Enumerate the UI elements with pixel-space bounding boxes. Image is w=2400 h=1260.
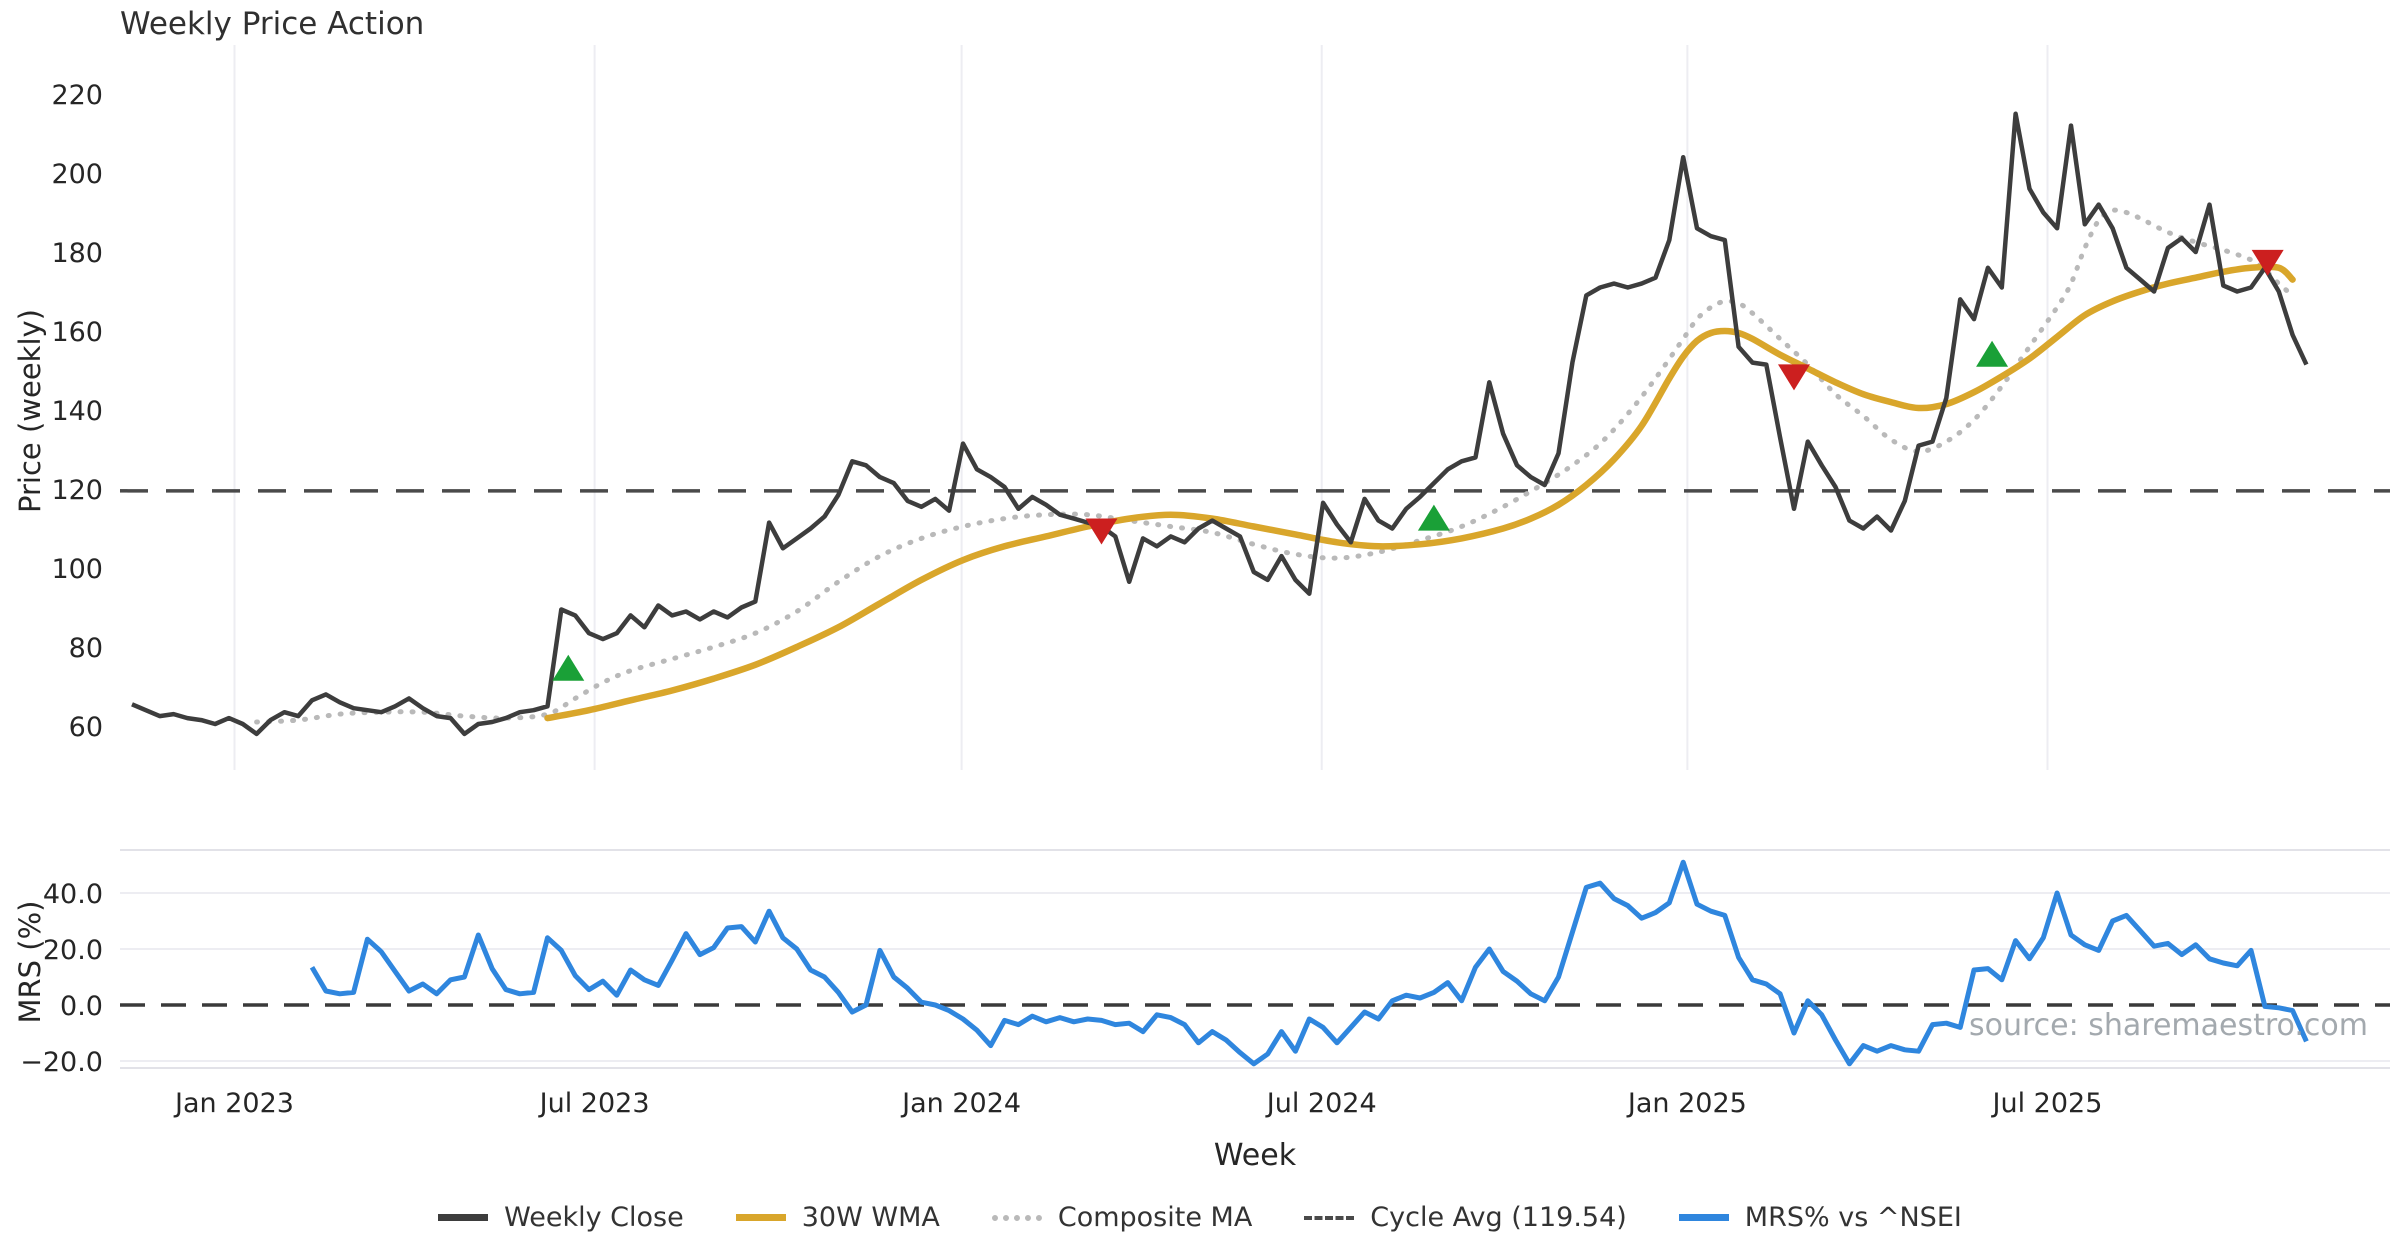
price-tick-label: 200 bbox=[51, 159, 103, 190]
sell-signal-marker bbox=[1085, 518, 1118, 545]
price-axis-label: Price (weekly) bbox=[13, 309, 47, 514]
x-tick-label: Jan 2025 bbox=[1626, 1088, 1747, 1119]
legend-swatch bbox=[1304, 1215, 1355, 1220]
mrs-axis-label: MRS (%) bbox=[13, 900, 47, 1024]
legend-item-30w-wma: 30W WMA bbox=[735, 1202, 940, 1233]
legend-label: Composite MA bbox=[1057, 1202, 1253, 1233]
mrs-tick-label: −20.0 bbox=[20, 1047, 103, 1078]
x-tick-label: Jan 2023 bbox=[173, 1088, 294, 1119]
price-tick-label: 180 bbox=[51, 238, 103, 269]
legend-item-cycle-avg-119-54-: Cycle Avg (119.54) bbox=[1304, 1202, 1627, 1233]
price-tick-label: 120 bbox=[51, 475, 103, 506]
legend-label: Weekly Close bbox=[504, 1202, 684, 1233]
legend-swatch bbox=[438, 1214, 489, 1221]
legend-swatch bbox=[735, 1214, 786, 1221]
mrs-tick-label: 0.0 bbox=[60, 991, 103, 1022]
legend-label: MRS% vs ^NSEI bbox=[1744, 1202, 1962, 1233]
x-tick-label: Jul 2025 bbox=[1991, 1088, 2103, 1119]
buy-signal-marker bbox=[1417, 504, 1450, 531]
weekly-close-line bbox=[131, 111, 2309, 737]
price-tick-label: 220 bbox=[51, 80, 103, 111]
sell-signal-marker bbox=[2251, 249, 2284, 276]
legend-item-weekly-close: Weekly Close bbox=[438, 1202, 684, 1233]
chart-legend: Weekly Close 30W WMA Composite MA Cycle Avg… bbox=[0, 1202, 2400, 1233]
legend-label: Cycle Avg (119.54) bbox=[1370, 1202, 1627, 1233]
sell-signal-marker bbox=[1778, 364, 1810, 391]
mrs-tick-label: 20.0 bbox=[43, 935, 103, 966]
price-tick-label: 80 bbox=[69, 633, 103, 664]
x-tick-label: Jul 2024 bbox=[1265, 1088, 1377, 1119]
page-title: Weekly Price Action bbox=[120, 6, 425, 42]
mrs-tick-label: 40.0 bbox=[43, 879, 103, 910]
legend-item-mrs-vs-nsei: MRS% vs ^NSEI bbox=[1678, 1202, 1962, 1233]
legend-swatch bbox=[991, 1214, 1042, 1221]
legend-label: 30W WMA bbox=[801, 1202, 940, 1233]
price-tick-label: 140 bbox=[51, 396, 103, 427]
composite-ma-line bbox=[254, 207, 2296, 725]
price-tick-label: 60 bbox=[69, 712, 103, 743]
wma-line bbox=[544, 263, 2296, 722]
buy-signal-marker bbox=[552, 654, 585, 681]
legend-item-composite-ma: Composite MA bbox=[991, 1202, 1253, 1233]
price-tick-label: 100 bbox=[51, 554, 103, 585]
legend-swatch bbox=[1678, 1214, 1729, 1221]
source-watermark: source: sharemaestro.com bbox=[1969, 1008, 2368, 1043]
buy-signal-marker bbox=[1976, 340, 2009, 367]
x-tick-label: Jul 2023 bbox=[538, 1088, 650, 1119]
price-tick-label: 160 bbox=[51, 317, 103, 348]
mrs-line bbox=[309, 859, 2309, 1067]
week-axis-label: Week bbox=[1213, 1138, 1297, 1173]
x-tick-label: Jan 2024 bbox=[900, 1088, 1021, 1119]
